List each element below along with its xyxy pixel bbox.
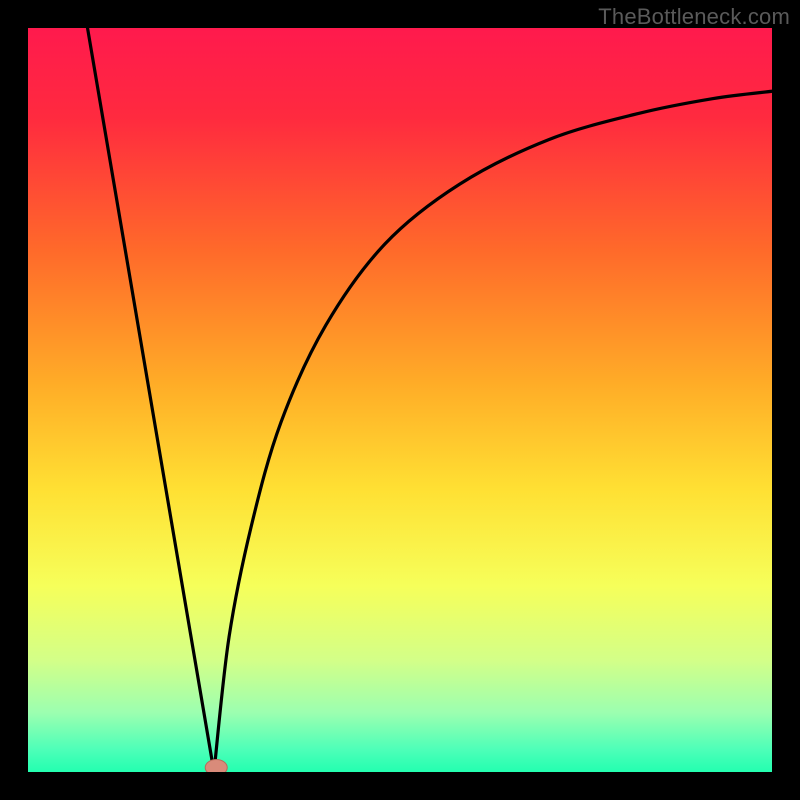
minimum-marker — [205, 760, 227, 772]
watermark-text: TheBottleneck.com — [598, 4, 790, 30]
bottleneck-curve-chart — [28, 28, 772, 772]
plot-area — [28, 28, 772, 772]
chart-frame: TheBottleneck.com — [0, 0, 800, 800]
gradient-background — [28, 28, 772, 772]
